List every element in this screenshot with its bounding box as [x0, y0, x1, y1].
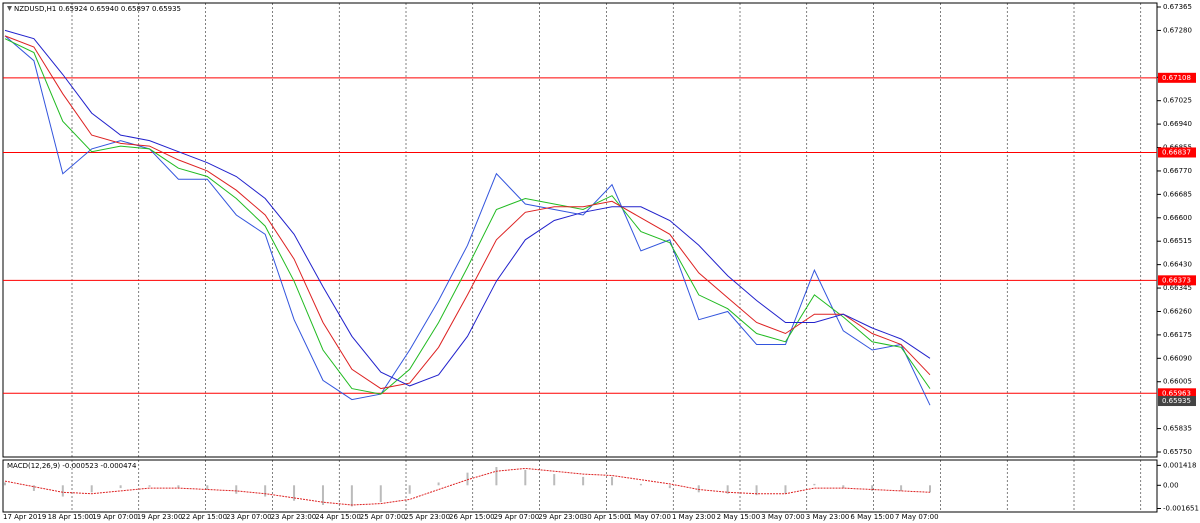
x-tick-label: 29 Apr 07:00: [494, 513, 540, 521]
chart-title: NZDUSD,H1 0.65924 0.65940 0.65897 0.6593…: [14, 5, 181, 13]
y-tick-label: 0.65835: [1163, 425, 1192, 433]
macd-bar: [611, 476, 614, 486]
x-tick-label: 1 May 23:00: [672, 513, 716, 521]
macd-bar: [755, 485, 758, 496]
level-label-box: [1158, 147, 1196, 158]
macd-bar: [726, 485, 729, 494]
level-label-box: [1158, 275, 1196, 286]
y-tick-label: 0.66430: [1163, 261, 1192, 269]
x-tick-label: 3 May 07:00: [761, 513, 805, 521]
macd-pane: [2, 459, 1158, 513]
x-tick-label: 2 May 15:00: [717, 513, 761, 521]
macd-bar: [842, 485, 845, 489]
y-tick-label: -0.001651: [1163, 505, 1199, 513]
macd-bar: [264, 485, 267, 497]
y-tick-label: 0.66770: [1163, 167, 1192, 175]
macd-bar: [235, 485, 238, 494]
x-tick-label: 30 Apr 15:00: [583, 513, 629, 521]
x-tick-label: 19 Apr 23:00: [137, 513, 183, 521]
macd-bar: [32, 485, 35, 491]
macd-bar: [90, 485, 93, 493]
macd-bar: [582, 476, 585, 486]
macd-bar: [813, 483, 816, 486]
x-tick-label: 18 Apr 15:00: [48, 513, 94, 521]
y-tick-label: 0.66940: [1163, 120, 1192, 128]
moving-average: [4, 29, 931, 387]
level-label-box: [1158, 72, 1196, 83]
x-tick-label: 23 Apr 23:00: [271, 513, 317, 521]
x-tick-label: 17 Apr 2019: [3, 513, 46, 521]
y-tick-label: 0.66515: [1163, 237, 1192, 245]
macd-bar: [408, 485, 411, 494]
macd-bar: [119, 485, 122, 489]
main-pane: [2, 2, 1158, 458]
macd-bar: [929, 485, 931, 493]
x-tick-label: 29 Apr 23:00: [538, 513, 584, 521]
level-label: 0.66837: [1162, 148, 1191, 156]
macd-bar: [668, 485, 671, 489]
y-tick-label: 0.66685: [1163, 190, 1192, 198]
macd-bar: [524, 469, 527, 486]
y-tick-label: 0.00: [1163, 481, 1179, 489]
y-tick-label: 0.66600: [1163, 214, 1192, 222]
y-tick-label: 0.67280: [1163, 26, 1192, 34]
macd-bar: [553, 474, 556, 486]
macd-bar: [784, 485, 787, 494]
level-label-box: [1158, 388, 1196, 399]
macd-bar: [697, 485, 700, 493]
macd-bar: [871, 485, 874, 491]
y-tick-label: 0.66090: [1163, 354, 1192, 362]
macd-bar: [4, 482, 6, 486]
x-tick-label: 25 Apr 23:00: [404, 513, 450, 521]
level-label: 0.67108: [1162, 74, 1191, 82]
y-tick-label: 0.66005: [1163, 378, 1192, 386]
level-label: 0.65963: [1162, 389, 1191, 397]
x-tick-label: 3 May 23:00: [806, 513, 850, 521]
macd-bar: [350, 485, 353, 507]
x-tick-label: 19 Apr 07:00: [92, 513, 138, 521]
macd-bar: [293, 485, 296, 501]
macd-bar: [177, 485, 180, 489]
y-tick-label: 0.67025: [1163, 97, 1192, 105]
y-tick-label: 0.66345: [1163, 284, 1192, 292]
macd-bar: [61, 485, 64, 497]
macd-bar: [379, 485, 382, 503]
y-tick-label: 0.67365: [1163, 3, 1192, 11]
arrow-icon: [7, 6, 12, 11]
price-label: 0.65935: [1162, 397, 1191, 405]
price-line: [4, 35, 931, 406]
x-tick-label: 23 Apr 07:00: [226, 513, 272, 521]
x-tick-label: 22 Apr 15:00: [181, 513, 227, 521]
x-tick-label: 6 May 15:00: [850, 513, 894, 521]
moving-average: [4, 38, 931, 395]
y-tick-label: 0.65750: [1163, 448, 1192, 456]
x-tick-label: 26 Apr 15:00: [449, 513, 495, 521]
y-tick-label: 0.66260: [1163, 307, 1192, 315]
macd-bar: [900, 485, 903, 491]
signal-line: [4, 467, 931, 506]
macd-bar: [206, 485, 209, 490]
y-tick-label: 0.66175: [1163, 331, 1192, 339]
macd-bar: [639, 483, 642, 486]
price-label-box: [1158, 396, 1196, 407]
macd-bar: [437, 482, 440, 486]
x-tick-label: 1 May 07:00: [627, 513, 671, 521]
macd-bar: [495, 467, 498, 486]
macd-bar: [148, 485, 151, 487]
x-tick-label: 7 May 07:00: [895, 513, 939, 521]
macd-bar: [466, 472, 469, 486]
x-tick-label: 24 Apr 15:00: [315, 513, 361, 521]
macd-bar: [321, 485, 324, 505]
level-label: 0.66373: [1162, 276, 1191, 284]
x-tick-label: 25 Apr 07:00: [360, 513, 406, 521]
y-tick-label: 0.001418: [1163, 461, 1196, 469]
moving-average: [4, 35, 931, 390]
